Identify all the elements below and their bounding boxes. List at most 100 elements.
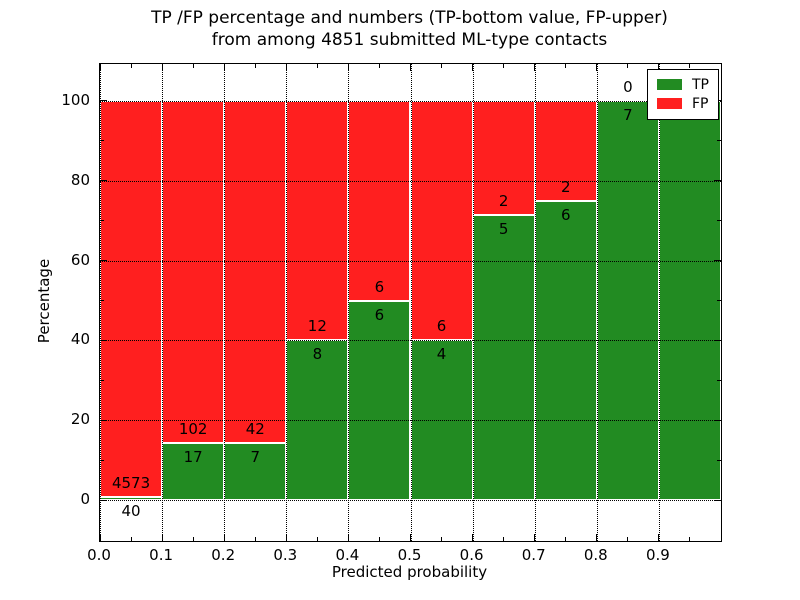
fp-count-label: 6 [436, 317, 447, 336]
y-minor-tick [717, 379, 721, 381]
fp-legend-swatch-icon [657, 98, 682, 109]
x-major-tick [534, 64, 536, 71]
tp-legend-swatch-icon [657, 79, 682, 90]
y-minor-tick [100, 459, 104, 461]
chart-plot-area: 45734010217427128666425260706 TP FP [99, 63, 722, 542]
y-tick-label: 60 [70, 250, 90, 269]
y-tick-label: 80 [70, 170, 90, 189]
x-minor-tick [627, 64, 629, 68]
y-major-tick [714, 419, 721, 421]
y-tick-label: 0 [80, 490, 90, 509]
legend-item-tp: TP [657, 75, 709, 94]
fp-bar-segment [410, 100, 473, 341]
x-major-tick [472, 534, 474, 541]
x-tick-label: 0.1 [149, 546, 174, 564]
y-major-tick [714, 499, 721, 501]
y-minor-tick [100, 300, 104, 301]
x-gridline [596, 64, 598, 541]
tp-count-label: 6 [560, 205, 571, 224]
chart-title-line1: TP /FP percentage and numbers (TP-bottom… [151, 8, 668, 28]
x-major-tick [161, 64, 163, 71]
x-gridline [658, 64, 660, 541]
fp-bar-segment [100, 100, 163, 497]
x-minor-tick [316, 64, 318, 68]
x-major-tick [161, 534, 163, 541]
x-minor-tick [627, 537, 629, 541]
x-major-tick [285, 534, 287, 541]
legend: TP FP [647, 69, 719, 120]
y-major-tick [100, 419, 107, 421]
x-tick-label: 0.0 [87, 546, 111, 564]
tp-legend-label: TP [692, 76, 709, 93]
tp-count-label: 7 [250, 448, 261, 467]
y-tick-label: 40 [70, 330, 90, 349]
y-major-tick [100, 260, 107, 262]
y-minor-tick [100, 379, 104, 381]
x-minor-tick [565, 64, 567, 68]
fp-bar-segment [348, 100, 411, 301]
tp-count-label: 17 [183, 448, 203, 467]
x-gridline [100, 64, 101, 541]
x-major-tick [347, 534, 349, 541]
x-gridline [286, 64, 288, 541]
y-major-tick [100, 180, 107, 182]
tp-bar-segment [534, 200, 597, 501]
x-tick-label: 0.7 [521, 546, 546, 564]
x-minor-tick [316, 537, 318, 541]
y-minor-tick [717, 140, 721, 142]
tp-bar-segment [348, 300, 411, 501]
x-minor-tick [565, 537, 567, 541]
x-gridline [534, 64, 536, 541]
x-axis-label: Predicted probability [331, 563, 488, 581]
x-minor-tick [130, 64, 132, 68]
y-minor-tick [717, 220, 721, 222]
tp-count-label: 5 [498, 219, 509, 238]
legend-item-fp: FP [657, 94, 709, 113]
x-major-tick [99, 534, 101, 541]
tp-count-label: 6 [374, 305, 385, 324]
x-minor-tick [192, 537, 194, 541]
bar-count-labels-layer: 45734010217427128666425260706 [100, 64, 721, 541]
y-minor-tick [717, 459, 721, 461]
x-gridline [410, 64, 412, 541]
x-major-tick [596, 534, 598, 541]
x-tick-label: 0.2 [211, 546, 236, 564]
x-major-tick [534, 534, 536, 541]
x-tick-label: 0.3 [273, 546, 298, 564]
x-tick-label: 0.6 [459, 546, 484, 564]
y-major-tick [714, 260, 721, 262]
tp-bar-segment [224, 443, 287, 501]
x-tick-label: 0.5 [397, 546, 422, 564]
x-major-tick [596, 64, 598, 71]
x-major-tick [347, 64, 349, 71]
fp-count-label: 2 [560, 177, 571, 196]
x-tick-label: 0.4 [335, 546, 360, 564]
fp-count-label: 12 [307, 317, 327, 336]
y-major-tick [100, 100, 107, 102]
tp-count-label: 7 [623, 105, 633, 124]
x-major-tick [658, 534, 660, 541]
x-gridline [472, 64, 474, 541]
fp-count-label: 2 [498, 191, 509, 210]
fp-count-label: 102 [178, 420, 208, 439]
x-major-tick [472, 64, 474, 71]
x-gridline [224, 64, 226, 541]
y-tick-label: 100 [61, 90, 90, 109]
x-gridline [348, 64, 350, 541]
y-major-tick [714, 339, 721, 341]
tp-count-label: 8 [312, 345, 323, 364]
y-major-tick [100, 339, 107, 341]
x-major-tick [285, 64, 287, 71]
y-major-tick [100, 499, 107, 501]
fp-bar-segment [472, 100, 535, 215]
x-tick-label: 0.8 [583, 546, 608, 564]
x-minor-tick [254, 64, 256, 68]
y-major-tick [714, 180, 721, 182]
x-tick-label: 0.9 [645, 546, 670, 564]
x-minor-tick [503, 537, 505, 541]
tp-bar-segment [286, 340, 349, 501]
y-minor-tick [100, 220, 104, 222]
chart-title-line2: from among 4851 submitted ML-type contac… [211, 30, 608, 50]
grid-layer [100, 64, 721, 541]
